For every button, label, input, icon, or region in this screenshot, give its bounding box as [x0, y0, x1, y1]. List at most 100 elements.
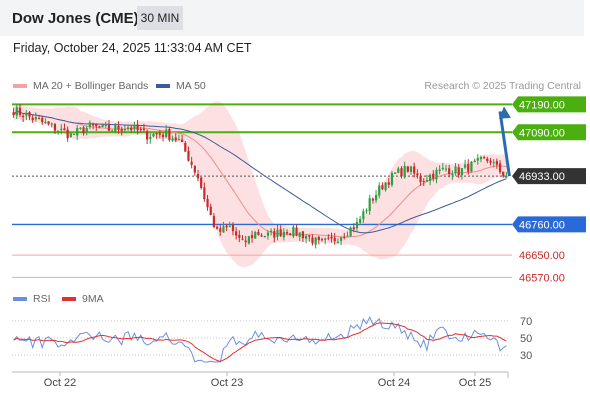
candle-body — [454, 166, 457, 173]
candle-body — [53, 124, 57, 131]
candle-body — [451, 173, 454, 176]
candle-body — [257, 231, 260, 235]
candle-body — [28, 112, 31, 117]
candle-body — [196, 173, 200, 179]
candle-body — [435, 170, 438, 180]
candle-body — [470, 161, 473, 172]
candle-body — [136, 124, 139, 131]
candle-body — [495, 160, 498, 165]
projection-arrow-head — [498, 106, 511, 119]
candle-body — [285, 232, 289, 234]
instrument-title: Dow Jones (CME) — [12, 10, 139, 27]
candle-body — [425, 179, 429, 182]
candle-body — [448, 168, 451, 174]
candle-body — [88, 122, 92, 128]
candle-body — [215, 226, 219, 229]
candle-body — [76, 128, 79, 136]
legend-rsi: RSI — [13, 293, 51, 305]
candle-body — [123, 129, 126, 131]
candle-body — [60, 128, 63, 130]
bollinger-band-area — [13, 101, 507, 268]
candle-body — [47, 121, 50, 124]
candle-body — [457, 167, 460, 176]
candle-body — [336, 241, 340, 243]
candle-body — [502, 171, 505, 177]
candle-body — [406, 166, 409, 172]
legend-bollinger-label: MA 20 + Bollinger Bands — [33, 80, 149, 92]
candle-body — [317, 236, 320, 241]
candle-body — [165, 129, 168, 137]
candle-body — [22, 115, 25, 118]
candle-body — [467, 163, 470, 172]
candle-body — [444, 168, 448, 170]
candle-body — [133, 125, 136, 130]
legend-rsi-ma: 9MA — [62, 293, 104, 305]
candle-body — [101, 124, 104, 128]
candle-body — [346, 235, 349, 237]
ma50-swatch — [156, 84, 170, 88]
candle-body — [114, 125, 117, 133]
price-tag-46933.00 — [512, 168, 586, 185]
price-label-47090.00: 47090.00 — [519, 127, 565, 139]
candle-body — [304, 235, 308, 239]
price-label-46570.00: 46570.00 — [519, 272, 565, 284]
candle-body — [117, 125, 120, 130]
candle-body — [276, 229, 279, 237]
price-label-46760.00: 46760.00 — [519, 219, 565, 231]
rsi-ma-swatch — [62, 297, 76, 301]
candle-body — [56, 130, 60, 132]
candle-body — [247, 236, 250, 244]
candle-body — [441, 167, 444, 170]
price-tag-47090.00 — [512, 124, 586, 141]
candle-body — [394, 172, 397, 174]
rsi-tick-label: 50 — [520, 333, 532, 345]
candle-body — [365, 210, 368, 212]
x-tick-label: Oct 25 — [459, 377, 491, 389]
candle-body — [311, 237, 314, 244]
candle-body — [152, 134, 155, 137]
candle-body — [158, 133, 161, 135]
candle-body — [400, 168, 403, 177]
candle-body — [333, 237, 336, 242]
candle-body — [260, 235, 263, 237]
candle-body — [368, 198, 371, 211]
candle-body — [69, 133, 72, 138]
candle-body — [298, 232, 301, 237]
candle-body — [63, 128, 66, 131]
candle-body — [479, 157, 483, 160]
header-bar — [0, 0, 584, 36]
candle-body — [171, 138, 174, 141]
candle-body — [460, 168, 464, 176]
candle-body — [292, 226, 295, 237]
candle-body — [473, 160, 476, 163]
candle-body — [378, 185, 381, 196]
candle-body — [476, 158, 479, 161]
candle-body — [384, 182, 387, 190]
bollinger-swatch — [13, 84, 27, 88]
candle-body — [498, 163, 502, 173]
candle-body — [409, 166, 413, 172]
candle-body — [174, 137, 177, 141]
candle-body — [486, 158, 489, 161]
projection-arrow-shaft — [498, 111, 511, 177]
candle-body — [374, 194, 378, 201]
candle-body — [37, 118, 41, 120]
candle-body — [352, 227, 355, 230]
candle-body — [212, 216, 216, 228]
candle-body — [155, 133, 158, 135]
candles — [12, 103, 508, 249]
candle-body — [359, 218, 362, 223]
candle-body — [301, 231, 305, 239]
candle-body — [505, 176, 508, 178]
candle-body — [177, 139, 181, 140]
candle-body — [282, 231, 285, 238]
candle-body — [203, 187, 206, 200]
candle-body — [161, 134, 165, 137]
timeframe-badge[interactable]: 30 MIN — [137, 6, 183, 30]
candle-body — [432, 173, 435, 179]
candle-body — [91, 123, 95, 126]
candle-body — [371, 198, 374, 201]
candle-body — [130, 127, 133, 131]
timestamp: Friday, October 24, 2025 11:33:04 AM CET — [13, 41, 252, 55]
